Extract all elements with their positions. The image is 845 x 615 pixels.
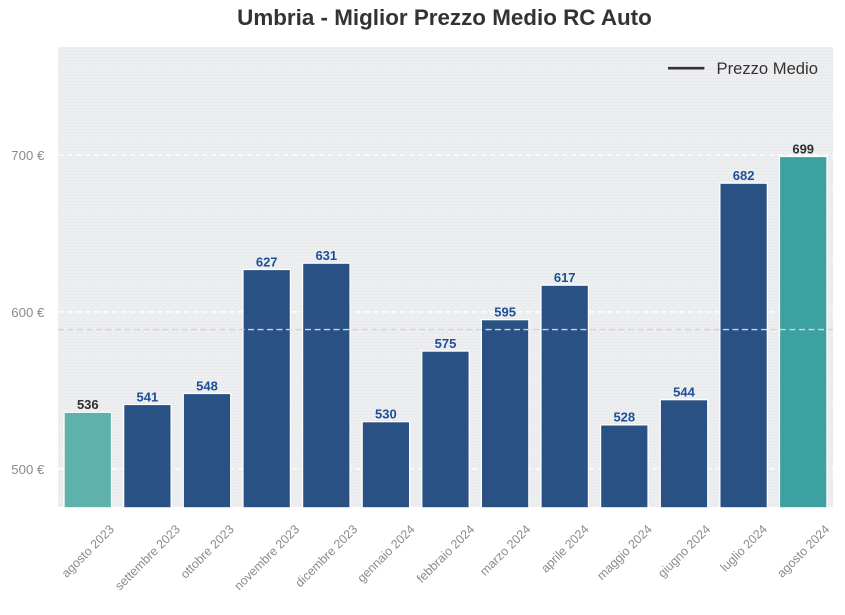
svg-text:682: 682 (733, 168, 755, 183)
svg-text:536: 536 (77, 397, 99, 412)
svg-text:700 €: 700 € (11, 148, 45, 163)
svg-text:528: 528 (613, 410, 635, 425)
svg-text:541: 541 (137, 389, 159, 404)
svg-text:631: 631 (315, 248, 337, 263)
svg-text:627: 627 (256, 254, 278, 269)
svg-text:548: 548 (196, 378, 218, 393)
svg-text:544: 544 (673, 385, 695, 400)
svg-text:Umbria - Miglior Prezzo Medio: Umbria - Miglior Prezzo Medio RC Auto (237, 5, 652, 30)
svg-text:575: 575 (435, 336, 457, 351)
svg-text:530: 530 (375, 407, 397, 422)
svg-text:Prezzo Medio: Prezzo Medio (717, 59, 818, 78)
svg-text:595: 595 (494, 305, 516, 320)
svg-text:699: 699 (792, 141, 814, 156)
svg-text:600 €: 600 € (11, 305, 45, 320)
svg-text:617: 617 (554, 270, 576, 285)
svg-text:500 €: 500 € (11, 462, 45, 477)
